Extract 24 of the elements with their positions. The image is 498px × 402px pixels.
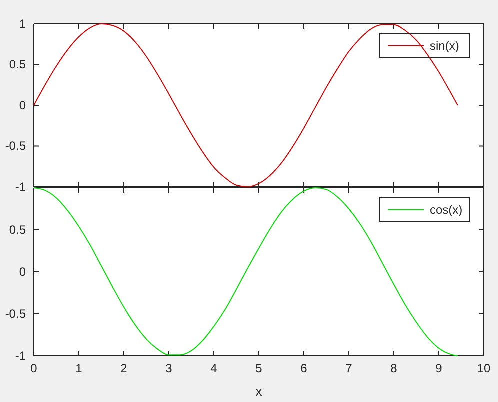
y-tick-label: -0.5	[5, 139, 26, 154]
y-tick-label: 0	[19, 98, 26, 112]
legend-label: cos(x)	[430, 203, 463, 217]
y-tick-label: -0.5	[5, 306, 26, 321]
x-tick-label: 2	[120, 362, 128, 376]
x-tick-label: 5	[256, 362, 263, 376]
x-tick-label: 9	[436, 362, 443, 376]
x-tick-label: 7	[346, 362, 353, 376]
y-tick-label: 0.5	[9, 222, 26, 237]
y-tick-label: 0	[19, 264, 26, 279]
x-tick-label: 0	[30, 362, 38, 376]
x-tick-label: 8	[390, 362, 398, 376]
y-tick-label: 1	[19, 16, 26, 31]
x-axis-title: x	[256, 384, 263, 399]
legend-label: sin(x)	[430, 39, 460, 53]
y-tick-label: -1	[15, 180, 26, 194]
x-tick-label: 10	[477, 362, 491, 376]
x-tick-label: 3	[166, 362, 173, 376]
line-series	[34, 24, 458, 188]
x-tick-label: 4	[210, 362, 218, 376]
x-tick-label: 1	[76, 362, 83, 376]
y-tick-label: -1	[15, 348, 26, 363]
x-tick-label: 6	[300, 362, 308, 376]
y-tick-label: 0.5	[9, 58, 26, 72]
